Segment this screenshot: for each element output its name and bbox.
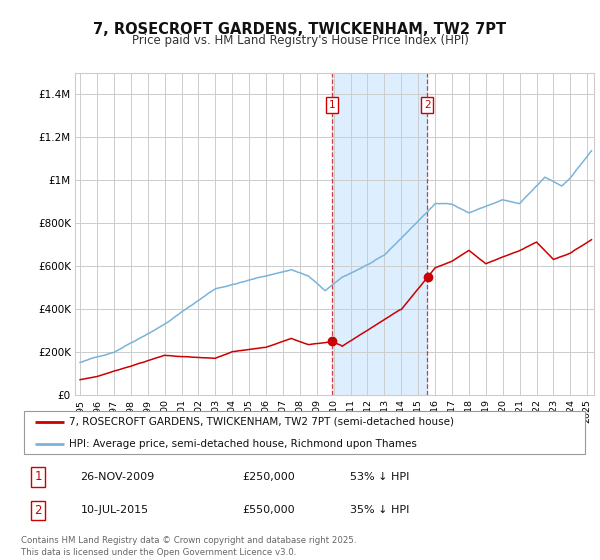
Text: 7, ROSECROFT GARDENS, TWICKENHAM, TW2 7PT (semi-detached house): 7, ROSECROFT GARDENS, TWICKENHAM, TW2 7P… bbox=[69, 417, 454, 427]
FancyBboxPatch shape bbox=[24, 410, 585, 455]
Text: £250,000: £250,000 bbox=[242, 472, 295, 482]
Text: Contains HM Land Registry data © Crown copyright and database right 2025.
This d: Contains HM Land Registry data © Crown c… bbox=[21, 536, 356, 557]
Text: £550,000: £550,000 bbox=[242, 505, 295, 515]
Text: 10-JUL-2015: 10-JUL-2015 bbox=[80, 505, 149, 515]
Text: 1: 1 bbox=[34, 470, 42, 483]
Text: HPI: Average price, semi-detached house, Richmond upon Thames: HPI: Average price, semi-detached house,… bbox=[69, 438, 417, 449]
Text: 35% ↓ HPI: 35% ↓ HPI bbox=[350, 505, 409, 515]
Text: Price paid vs. HM Land Registry's House Price Index (HPI): Price paid vs. HM Land Registry's House … bbox=[131, 34, 469, 46]
Text: 26-NOV-2009: 26-NOV-2009 bbox=[80, 472, 155, 482]
Text: 7, ROSECROFT GARDENS, TWICKENHAM, TW2 7PT: 7, ROSECROFT GARDENS, TWICKENHAM, TW2 7P… bbox=[94, 22, 506, 38]
Text: 2: 2 bbox=[424, 100, 431, 110]
Text: 1: 1 bbox=[329, 100, 335, 110]
Text: 53% ↓ HPI: 53% ↓ HPI bbox=[350, 472, 409, 482]
Text: 2: 2 bbox=[34, 504, 42, 517]
Bar bbox=[332, 73, 427, 395]
